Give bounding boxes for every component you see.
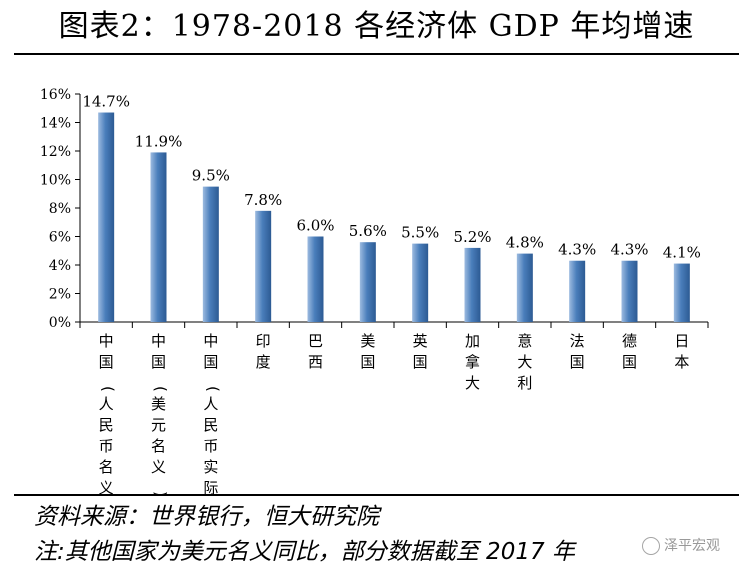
source-note: 资料来源：世界银行，恒大研究院 <box>34 504 379 530</box>
bar <box>464 247 481 322</box>
category-label: 日本 <box>674 332 689 371</box>
bar-value-label: 9.5% <box>192 167 230 185</box>
category-label: 美国 <box>360 332 375 371</box>
category-label: 法国 <box>570 332 585 371</box>
bar-value-label: 11.9% <box>135 132 183 150</box>
source-divider <box>14 494 739 496</box>
watermark-text: 泽平宏观 <box>664 538 720 554</box>
y-tick-label: 10% <box>40 173 71 189</box>
bar-chart: 0% 2% 4% 6% 8% 10% 12% 14% 16% 14.7% 11.9% 9.5% 7.8… <box>40 87 709 500</box>
y-tick-label: 4% <box>49 258 71 274</box>
bar <box>569 260 586 322</box>
watermark: 泽平宏观 <box>642 535 742 557</box>
bar-value-label: 6.0% <box>296 217 334 235</box>
bar <box>673 263 690 322</box>
y-tick-label: 16% <box>40 87 71 103</box>
category-label: 德国 <box>622 332 637 371</box>
category-label: 英国 <box>413 332 428 371</box>
bars <box>98 112 690 323</box>
bar <box>255 210 272 322</box>
data-labels: 14.7% 11.9% 9.5% 7.8% 6.0% 5.6% 5.5% 5.2% 4.8% 4.… <box>82 93 701 262</box>
category-label: 巴西 <box>308 332 323 371</box>
footnote: 注:其他国家为美元名义同比，部分数据截至 2017 年 <box>34 539 575 565</box>
bar-value-label: 14.7% <box>82 93 130 111</box>
bar <box>202 186 219 322</box>
bar <box>98 112 115 323</box>
bar <box>412 243 429 322</box>
category-label: 意大利 <box>517 332 532 392</box>
bar <box>307 236 324 322</box>
category-label: 加拿大 <box>465 332 480 392</box>
y-tick-label: 8% <box>49 201 71 217</box>
category-label: 中国(人民币名义) <box>99 332 118 500</box>
y-tick-label: 2% <box>49 287 71 303</box>
bar-value-label: 4.3% <box>558 241 596 259</box>
y-axis: 0% 2% 4% 6% 8% 10% 12% 14% 16% <box>40 87 81 331</box>
bar <box>621 260 638 322</box>
bar-value-label: 4.8% <box>506 234 544 252</box>
bar-value-label: 4.3% <box>610 241 648 259</box>
y-tick-label: 0% <box>49 315 71 331</box>
bar-value-label: 7.8% <box>244 191 282 209</box>
wechat-icon <box>642 537 660 555</box>
bar-value-label: 5.5% <box>401 224 439 242</box>
y-tick-label: 12% <box>40 144 71 160</box>
bar-value-label: 5.6% <box>349 222 387 240</box>
y-tick-label: 14% <box>40 116 71 132</box>
bar <box>516 253 533 322</box>
x-axis <box>79 321 709 328</box>
y-tick-label: 6% <box>49 230 71 246</box>
title-divider <box>14 53 739 55</box>
category-label: 印度 <box>256 332 271 371</box>
bar-value-label: 5.2% <box>453 228 491 246</box>
category-label: 中国(人民币实际) <box>203 332 222 500</box>
bar-value-label: 4.1% <box>663 244 701 262</box>
bar <box>150 152 167 322</box>
category-label: 中国(美元名义) <box>151 332 170 497</box>
page-title: 图表2：1978-2018 各经济体 GDP 年均增速 <box>58 9 695 44</box>
bar <box>359 242 376 322</box>
